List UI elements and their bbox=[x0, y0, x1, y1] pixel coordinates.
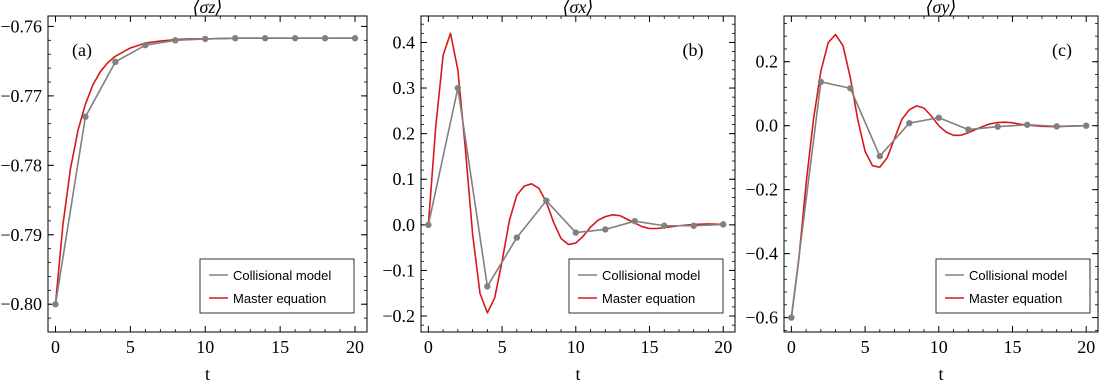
x-tick-label: 20 bbox=[1077, 337, 1095, 357]
panel-label: (a) bbox=[72, 40, 92, 61]
collisional-model-point bbox=[906, 119, 913, 127]
x-tick-label: 5 bbox=[498, 337, 507, 357]
collisional-model-point bbox=[847, 85, 854, 92]
y-tick-label: −0.2 bbox=[745, 180, 778, 200]
x-tick-label: 15 bbox=[1003, 337, 1021, 357]
collisional-model-point bbox=[876, 152, 884, 160]
y-tick-label: 0.2 bbox=[393, 124, 416, 144]
x-axis-label: t bbox=[938, 364, 943, 384]
legend-label-collisional: Collisional model bbox=[602, 268, 700, 283]
x-tick-label: 20 bbox=[346, 337, 364, 357]
y-tick-label: −0.6 bbox=[745, 308, 778, 328]
legend-box bbox=[199, 258, 355, 314]
y-tick-label: 0.0 bbox=[756, 116, 779, 136]
collisional-model-point bbox=[202, 35, 209, 43]
collisional-model-point bbox=[788, 314, 795, 321]
collisional-model-point bbox=[484, 283, 491, 290]
series-master-equation-line bbox=[427, 32, 724, 314]
collisional-model-point bbox=[1083, 122, 1090, 129]
y-tick-label: 0.1 bbox=[393, 169, 416, 189]
x-tick-label: 5 bbox=[861, 337, 870, 357]
x-tick-label: 10 bbox=[567, 337, 585, 357]
legend-label-master: Master equation bbox=[602, 291, 695, 306]
y-tick-label: −0.78 bbox=[0, 155, 42, 175]
plot-frame bbox=[420, 15, 736, 333]
collisional-model-point bbox=[425, 221, 432, 229]
collisional-model-point bbox=[291, 35, 299, 42]
y-tick-label: −0.1 bbox=[382, 260, 415, 280]
collisional-model-point bbox=[142, 41, 149, 49]
collisional-model-point bbox=[1053, 123, 1060, 130]
y-tick-label: 0.0 bbox=[393, 215, 416, 235]
collisional-model-point bbox=[690, 222, 697, 229]
collisional-model-point bbox=[994, 123, 1001, 130]
x-axis-label: t bbox=[205, 364, 210, 384]
y-tick-label: −0.77 bbox=[0, 86, 42, 106]
legend-box bbox=[935, 258, 1091, 314]
y-tick-label: −0.79 bbox=[0, 225, 42, 245]
collisional-model-point bbox=[321, 35, 329, 42]
legend: Collisional model Master equation bbox=[199, 258, 355, 314]
legend-label-master: Master equation bbox=[969, 291, 1062, 306]
series-collisional-model-line bbox=[427, 87, 724, 289]
plot-frame bbox=[47, 15, 368, 333]
y-tick-label: 0.3 bbox=[393, 78, 416, 98]
panel-c: ⟨σy⟩ (c) 0 5 10 15 20 −0.6 −0.4 −0.2 0.0 0.2 t Collis… bbox=[745, 0, 1099, 384]
collisional-model-point bbox=[1024, 121, 1031, 128]
panel-b: ⟨σx⟩ (b) 0 5 10 15 20 −0.2 −0.1 0.0 0.1 0.2 0.3 0.4 t C… bbox=[382, 0, 736, 384]
y-tick-label: −0.4 bbox=[745, 244, 778, 264]
series-master-equation-line bbox=[790, 33, 1087, 318]
legend-label-collisional: Collisional model bbox=[969, 268, 1067, 283]
collisional-model-point bbox=[602, 226, 609, 233]
panel-label: (b) bbox=[683, 40, 704, 61]
x-tick-label: 15 bbox=[271, 337, 289, 357]
collisional-model-point bbox=[817, 78, 825, 86]
chart-title: ⟨σx⟩ bbox=[563, 0, 594, 17]
chart-title: ⟨σy⟩ bbox=[926, 0, 957, 17]
collisional-model-point bbox=[572, 229, 579, 236]
plot-frame bbox=[783, 15, 1099, 333]
collisional-model-point bbox=[513, 234, 521, 241]
collisional-model-point bbox=[351, 35, 359, 42]
collisional-model-point bbox=[52, 301, 59, 308]
y-tick-label: −0.80 bbox=[0, 294, 42, 314]
collisional-model-point bbox=[112, 58, 119, 66]
panel-label: (c) bbox=[1052, 40, 1072, 61]
y-tick-label: 0.4 bbox=[393, 32, 416, 52]
collisional-model-point bbox=[720, 221, 727, 228]
x-tick-label: 0 bbox=[787, 337, 796, 357]
x-tick-label: 15 bbox=[640, 337, 658, 357]
x-tick-label: 10 bbox=[196, 337, 214, 357]
collisional-model-point bbox=[172, 37, 179, 44]
collisional-model-point bbox=[543, 197, 550, 204]
y-tick-label: −0.76 bbox=[0, 16, 42, 36]
y-tick-label: 0.2 bbox=[756, 52, 779, 72]
x-tick-label: 0 bbox=[51, 337, 60, 357]
legend: Collisional model Master equation bbox=[935, 258, 1091, 314]
collisional-model-point bbox=[82, 113, 89, 120]
legend: Collisional model Master equation bbox=[568, 258, 724, 314]
panel-a: ⟨σz⟩ (a) 0 5 10 15 20 −0.80 −0.79 −0.78 −0.77 −0.76… bbox=[0, 0, 368, 384]
legend-label-master: Master equation bbox=[233, 291, 326, 306]
chart-title: ⟨σz⟩ bbox=[193, 0, 223, 17]
legend-box bbox=[568, 258, 724, 314]
x-tick-label: 0 bbox=[424, 337, 433, 357]
x-axis-label: t bbox=[575, 364, 580, 384]
x-tick-label: 5 bbox=[126, 337, 135, 357]
collisional-model-point bbox=[661, 222, 668, 229]
collisional-model-point bbox=[454, 84, 462, 92]
collisional-model-point bbox=[232, 35, 239, 42]
x-tick-label: 10 bbox=[930, 337, 948, 357]
collisional-model-point bbox=[631, 217, 638, 225]
y-tick-label: −0.2 bbox=[382, 306, 415, 326]
collisional-model-point bbox=[965, 126, 972, 133]
legend-label-collisional: Collisional model bbox=[233, 268, 331, 283]
x-tick-label: 20 bbox=[714, 337, 732, 357]
collisional-model-point bbox=[935, 114, 942, 121]
collisional-model-point bbox=[261, 35, 269, 42]
